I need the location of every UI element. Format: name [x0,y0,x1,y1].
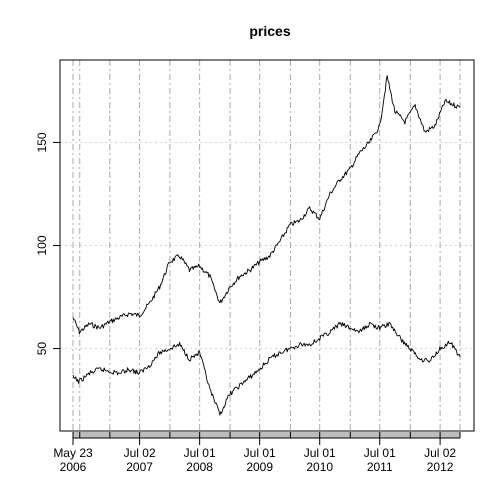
y-tick-label: 100 [35,235,49,255]
x-tick-label-year: 2009 [246,460,273,474]
x-tick-label-year: 2012 [427,460,454,474]
x-tick-label-date: Jul 02 [424,446,456,460]
x-tick-label-date: Jul 01 [364,446,396,460]
x-tick-label-date: Jul 02 [124,446,156,460]
grid-layer [60,60,474,431]
x-tick-label-date: Jul 01 [184,446,216,460]
y-tick-label: 50 [35,342,49,356]
series-layer [72,75,461,416]
chart-title: prices [249,23,290,39]
x-axis-shaded-band [73,432,460,438]
x-tick-label-year: 2007 [126,460,153,474]
x-tick-label-year: 2006 [60,460,87,474]
price-series-1 [72,75,461,335]
price-series-2 [72,321,461,416]
x-tick-label-date: Jul 01 [244,446,276,460]
x-tick-label-year: 2010 [306,460,333,474]
x-tick-label-date: Jul 01 [304,446,336,460]
x-tick-label-year: 2008 [186,460,213,474]
y-axis: 50 100 150 [35,132,61,356]
x-tick-label-date: May 23 [53,446,93,460]
x-tick-label-year: 2011 [367,460,393,474]
y-tick-label: 150 [35,132,49,152]
